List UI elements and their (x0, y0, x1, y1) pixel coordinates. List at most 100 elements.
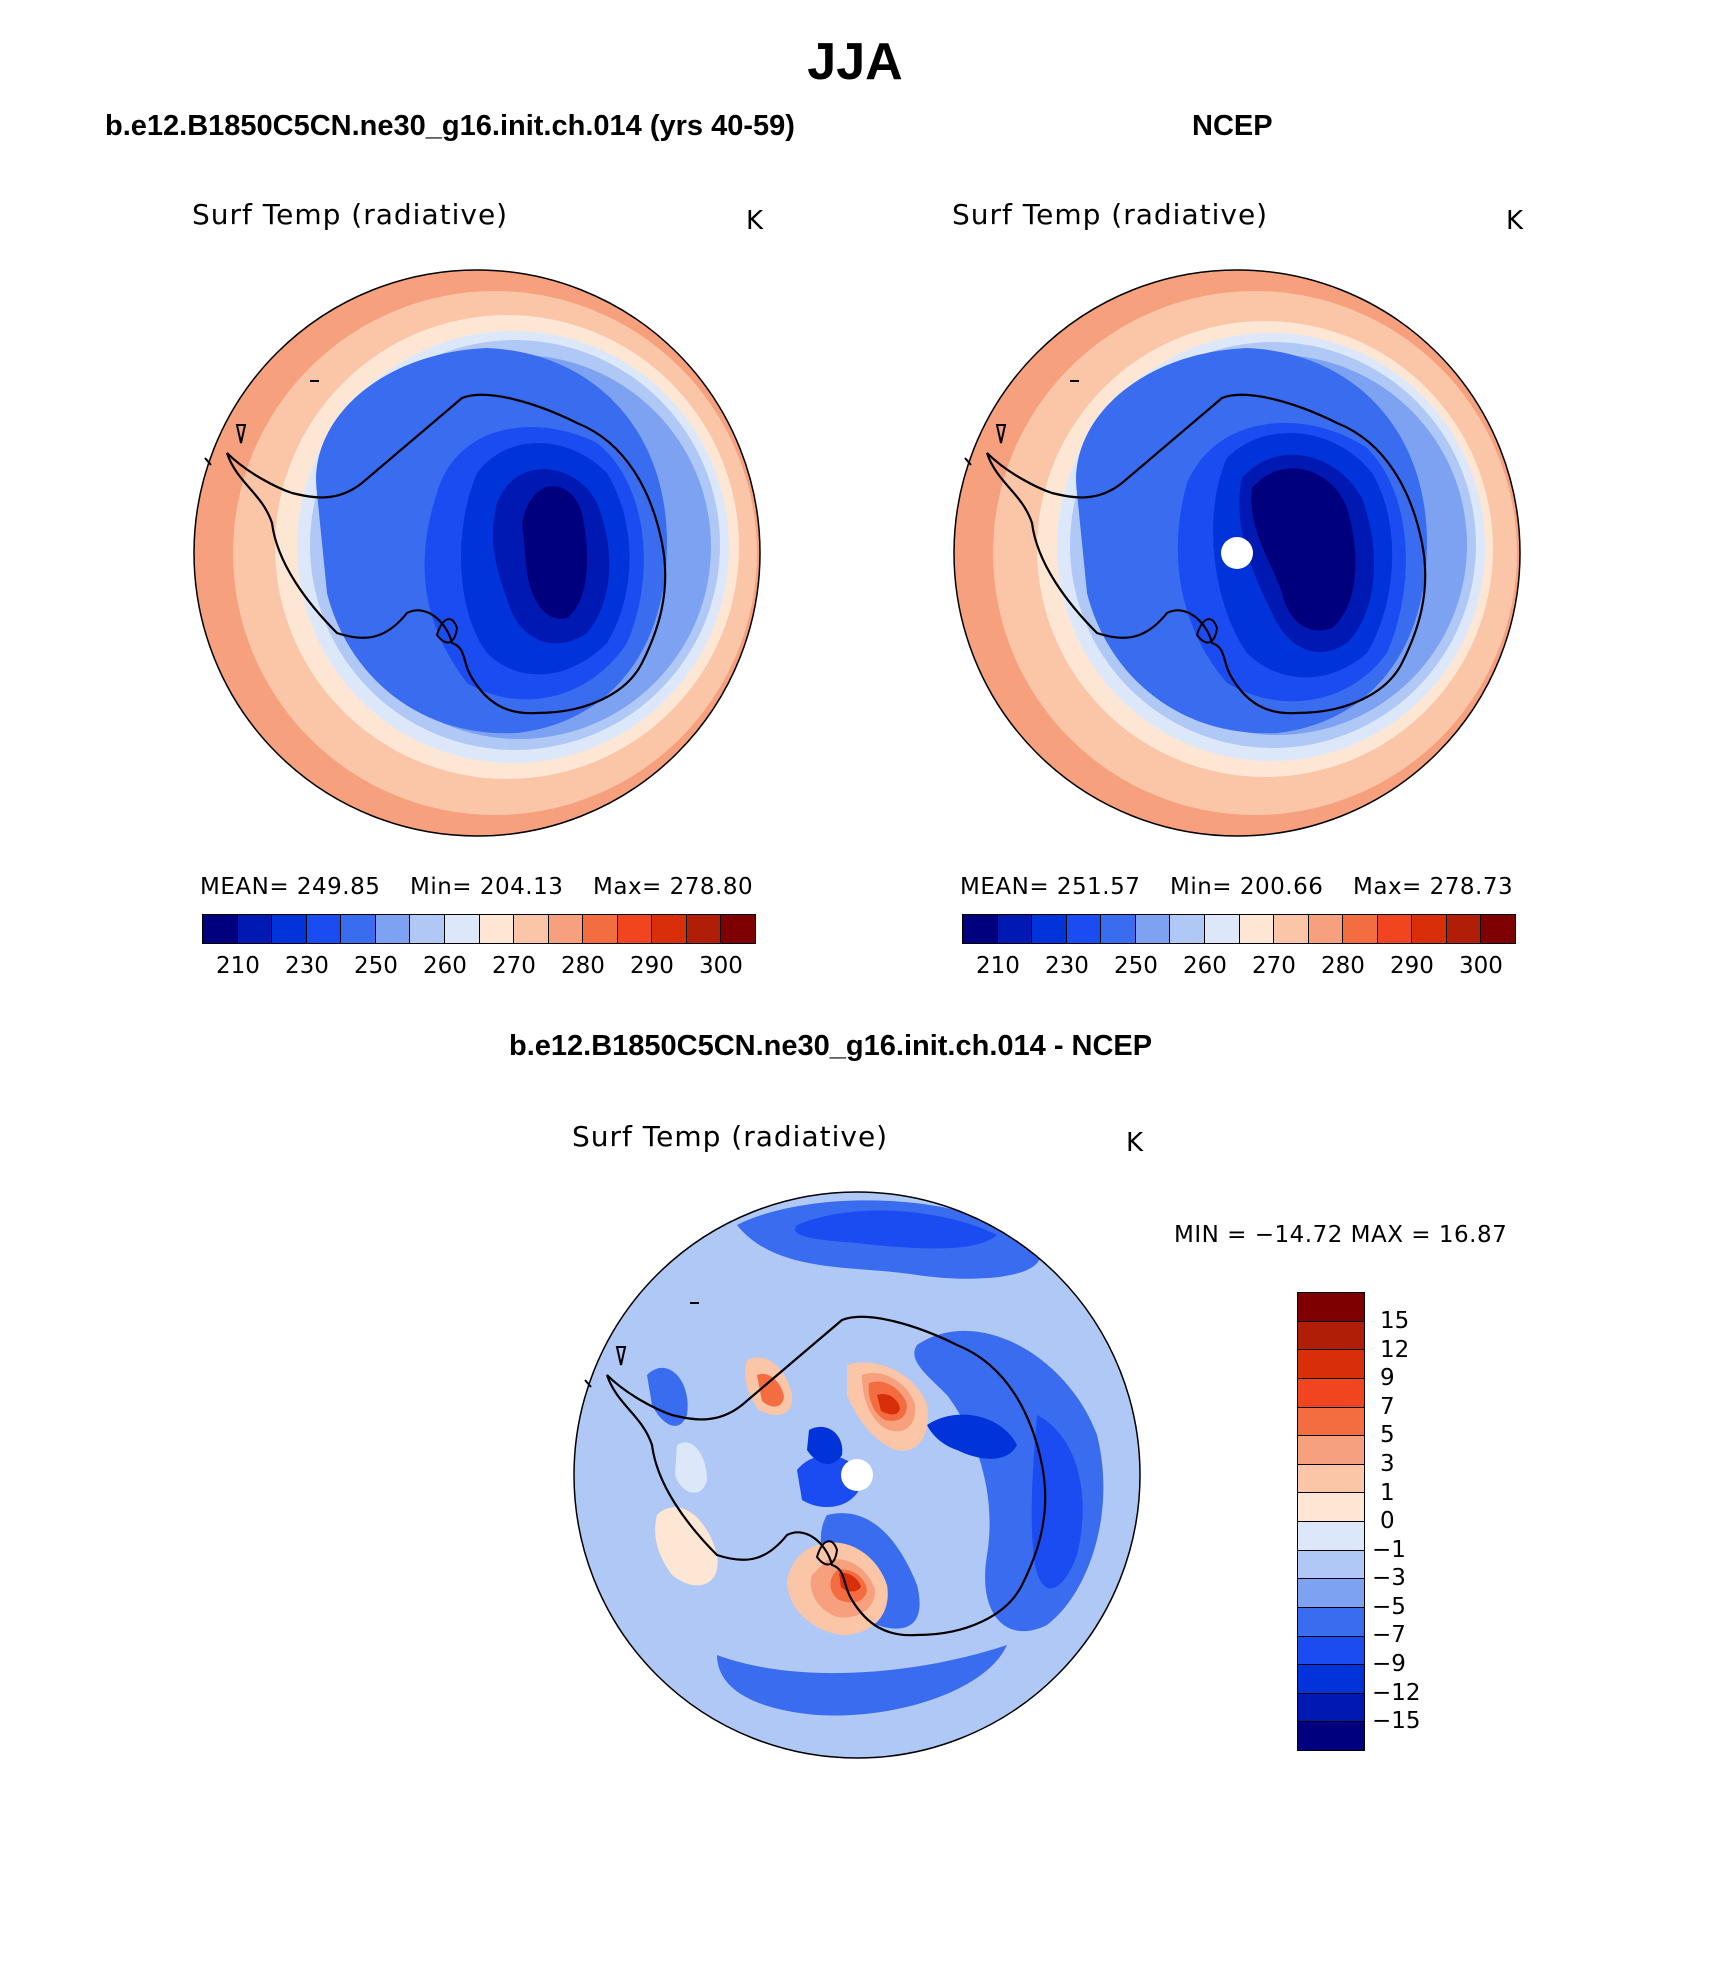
difference-colorbar-tick: −3 (1372, 1565, 1406, 1591)
difference-colorbar-tick: −12 (1372, 1680, 1421, 1706)
difference-colorbar-tick: 9 (1380, 1365, 1395, 1391)
panel1-colorbar (202, 914, 756, 944)
colorbar-swatch (1298, 1293, 1364, 1322)
panel2-colorbar-tick: 260 (1183, 953, 1227, 979)
panel1-colorbar-tick: 210 (216, 953, 260, 979)
panel1-variable-title: Surf Temp (radiative) (192, 198, 509, 231)
panel2-colorbar-tick: 300 (1459, 953, 1503, 979)
colorbar-swatch (1412, 915, 1447, 943)
panel1-min: Min= 204.13 (410, 874, 564, 900)
difference-colorbar-tick: −15 (1372, 1708, 1421, 1734)
colorbar-swatch (1298, 1636, 1364, 1666)
colorbar-swatch (375, 915, 411, 943)
panel2-colorbar-tick: 250 (1114, 953, 1158, 979)
panel2-min: Min= 200.66 (1170, 874, 1324, 900)
colorbar-swatch (1298, 1693, 1364, 1723)
colorbar-swatch (1343, 915, 1378, 943)
difference-colorbar-tick: 12 (1380, 1337, 1410, 1363)
difference-variable-title: Surf Temp (radiative) (572, 1120, 889, 1153)
difference-colorbar-tick: −5 (1372, 1594, 1406, 1620)
colorbar-swatch (479, 915, 515, 943)
difference-polar-map (573, 1191, 1141, 1759)
panel2-variable-title: Surf Temp (radiative) (952, 198, 1269, 231)
panel2-colorbar (962, 914, 1516, 944)
colorbar-swatch (583, 915, 618, 943)
panel1-colorbar-tick: 270 (492, 953, 536, 979)
colorbar-swatch (1032, 915, 1067, 943)
difference-colorbar-tick: 0 (1380, 1508, 1395, 1534)
difference-units: K (1126, 1128, 1144, 1158)
difference-colorbar-tick: 5 (1380, 1422, 1395, 1448)
colorbar-swatch (617, 915, 653, 943)
panel2-colorbar-tick: 230 (1045, 953, 1089, 979)
colorbar-swatch (1481, 915, 1515, 943)
colorbar-swatch (514, 915, 549, 943)
colorbar-swatch (1170, 915, 1205, 943)
colorbar-swatch (963, 915, 998, 943)
colorbar-swatch (686, 915, 722, 943)
colorbar-swatch (1298, 1321, 1364, 1351)
panel2-mean: MEAN= 251.57 (960, 874, 1141, 900)
difference-colorbar-tick: 3 (1380, 1451, 1395, 1477)
colorbar-swatch (1298, 1522, 1364, 1551)
panel1-max: Max= 278.80 (593, 874, 754, 900)
panel1-mean: MEAN= 249.85 (200, 874, 381, 900)
panel1-colorbar-tick: 260 (423, 953, 467, 979)
colorbar-swatch (1101, 915, 1136, 943)
difference-colorbar-tick: −9 (1372, 1651, 1406, 1677)
colorbar-swatch (1298, 1464, 1364, 1494)
colorbar-swatch (1298, 1493, 1364, 1522)
difference-minmax: MIN = −14.72 MAX = 16.87 (1174, 1222, 1508, 1248)
panel2-colorbar-tick: 270 (1252, 953, 1296, 979)
colorbar-swatch (1298, 1550, 1364, 1580)
colorbar-swatch (1298, 1407, 1364, 1437)
colorbar-swatch (410, 915, 445, 943)
difference-colorbar-tick: 7 (1380, 1394, 1395, 1420)
difference-colorbar (1297, 1292, 1365, 1751)
colorbar-swatch (203, 915, 238, 943)
colorbar-swatch (997, 915, 1033, 943)
colorbar-swatch (1066, 915, 1102, 943)
colorbar-swatch (341, 915, 376, 943)
colorbar-swatch (1298, 1722, 1364, 1750)
colorbar-swatch (1298, 1665, 1364, 1694)
panel1-colorbar-tick: 230 (285, 953, 329, 979)
panel1-colorbar-tick: 290 (630, 953, 674, 979)
colorbar-swatch (237, 915, 273, 943)
colorbar-swatch (272, 915, 307, 943)
colorbar-swatch (1298, 1607, 1364, 1637)
colorbar-swatch (548, 915, 584, 943)
main-title: JJA (807, 33, 903, 91)
colorbar-swatch (1204, 915, 1240, 943)
panel1-polar-map (193, 269, 761, 837)
difference-colorbar-tick: −7 (1372, 1622, 1406, 1648)
panel1-colorbar-tick: 250 (354, 953, 398, 979)
colorbar-swatch (1377, 915, 1413, 943)
panel1-colorbar-tick: 300 (699, 953, 743, 979)
colorbar-swatch (1239, 915, 1275, 943)
difference-colorbar-tick: 1 (1380, 1480, 1395, 1506)
difference-colorbar-tick: 15 (1380, 1308, 1410, 1334)
difference-colorbar-tick: −1 (1372, 1537, 1406, 1563)
panel2-case-title: NCEP (1192, 110, 1273, 142)
colorbar-swatch (721, 915, 755, 943)
colorbar-swatch (1298, 1579, 1364, 1608)
panel2-colorbar-tick: 280 (1321, 953, 1365, 979)
colorbar-swatch (1274, 915, 1309, 943)
colorbar-swatch (1308, 915, 1344, 943)
panel2-units: K (1506, 206, 1524, 236)
colorbar-swatch (1298, 1350, 1364, 1379)
panel1-units: K (746, 206, 764, 236)
panel2-max: Max= 278.73 (1353, 874, 1514, 900)
panel1-case-title: b.e12.B1850C5CN.ne30_g16.init.ch.014 (yr… (105, 110, 795, 142)
panel2-polar-map (953, 269, 1521, 837)
colorbar-swatch (1446, 915, 1482, 943)
colorbar-swatch (652, 915, 687, 943)
panel2-colorbar-tick: 210 (976, 953, 1020, 979)
colorbar-swatch (1298, 1378, 1364, 1408)
panel2-colorbar-tick: 290 (1390, 953, 1434, 979)
colorbar-swatch (306, 915, 342, 943)
colorbar-swatch (1298, 1436, 1364, 1465)
colorbar-swatch (1135, 915, 1171, 943)
colorbar-swatch (444, 915, 480, 943)
